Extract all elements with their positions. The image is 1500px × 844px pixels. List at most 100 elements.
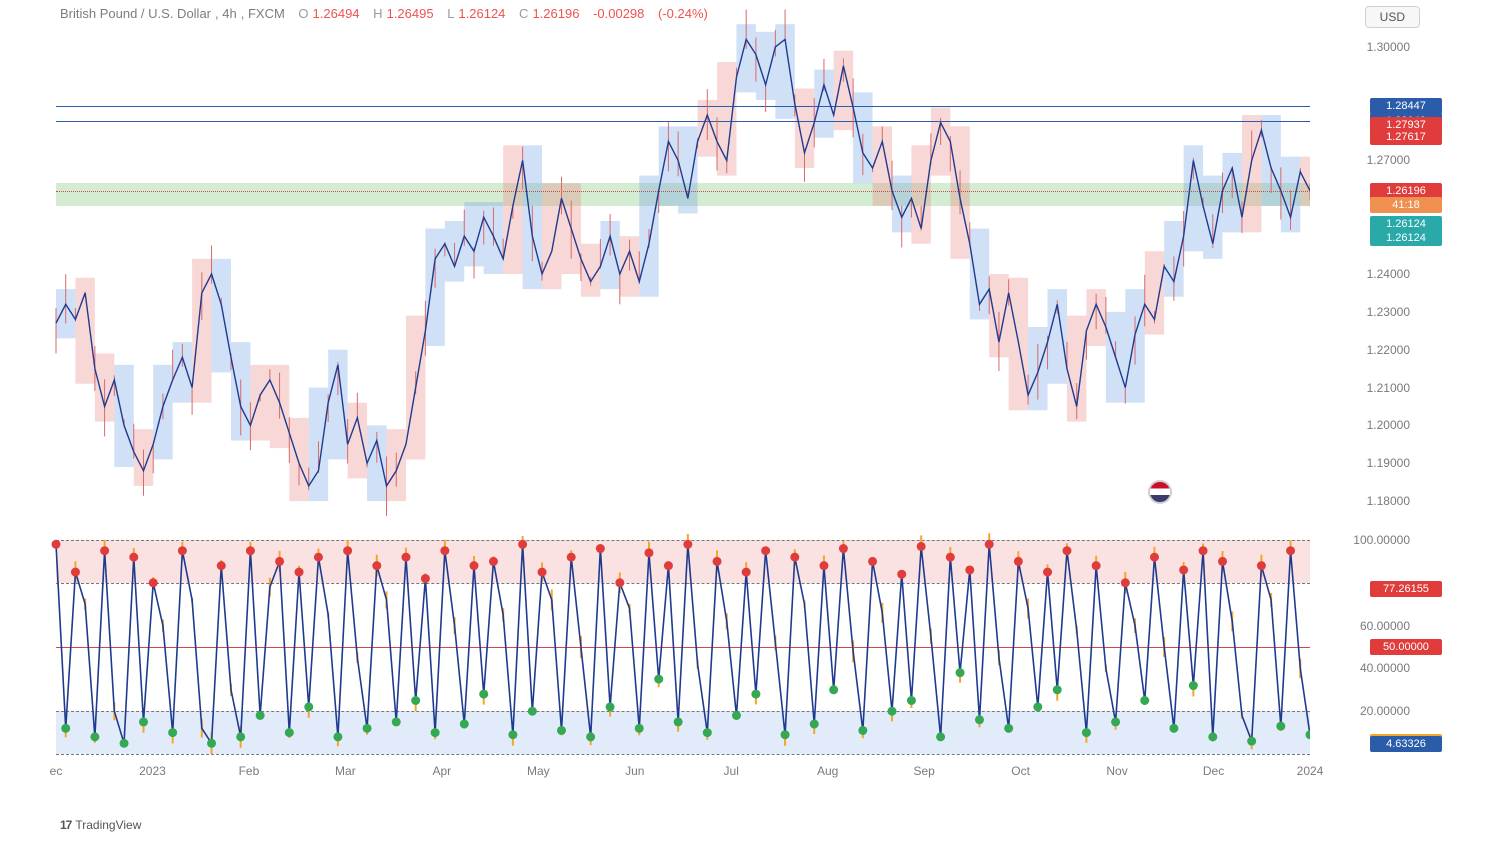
osc-trough-dot (333, 732, 342, 741)
osc-trough-dot (460, 720, 469, 729)
y-tick: 1.20000 (1367, 418, 1410, 432)
y-tick: 1.30000 (1367, 40, 1410, 54)
osc-trough-dot (1247, 737, 1256, 746)
osc-trough-dot (654, 675, 663, 684)
osc-peak-dot (149, 578, 158, 587)
attribution: 17TradingView (60, 818, 141, 832)
osc-peak-dot (275, 557, 284, 566)
osc-ytick: 40.00000 (1360, 661, 1410, 675)
osc-peak-dot (761, 546, 770, 555)
x-tick: Nov (1106, 764, 1127, 778)
osc-peak-dot (246, 546, 255, 555)
osc-trough-dot (363, 724, 372, 733)
time-axis: ec2023FebMarAprMayJunJulAugSepOctNovDec2… (0, 764, 1500, 784)
osc-peak-dot (1150, 553, 1159, 562)
osc-trough-dot (1004, 724, 1013, 733)
y-tick: 1.22000 (1367, 343, 1410, 357)
y-tick: 1.24000 (1367, 267, 1410, 281)
osc-peak-dot (819, 561, 828, 570)
osc-tag: 50.00000 (1370, 639, 1442, 655)
x-tick: Jun (625, 764, 644, 778)
osc-peak-dot (372, 561, 381, 570)
osc-peak-dot (178, 546, 187, 555)
x-tick: Aug (817, 764, 838, 778)
osc-trough-dot (674, 717, 683, 726)
osc-peak-dot (596, 544, 605, 553)
osc-trough-dot (586, 732, 595, 741)
osc-peak-dot (71, 568, 80, 577)
osc-trough-dot (829, 685, 838, 694)
osc-trough-dot (304, 702, 313, 711)
osc-trough-dot (285, 728, 294, 737)
x-tick: ec (50, 764, 63, 778)
osc-peak-dot (742, 568, 751, 577)
osc-peak-dot (1014, 557, 1023, 566)
osc-trough-dot (120, 739, 129, 748)
osc-trough-dot (606, 702, 615, 711)
osc-trough-dot (61, 724, 70, 733)
osc-peak-dot (314, 553, 323, 562)
osc-peak-dot (965, 565, 974, 574)
osc-peak-dot (295, 568, 304, 577)
osc-peak-dot (100, 546, 109, 555)
osc-peak-dot (664, 561, 673, 570)
oscillator-chart[interactable] (0, 0, 1310, 760)
osc-peak-dot (615, 578, 624, 587)
osc-peak-dot (917, 542, 926, 551)
osc-peak-dot (1257, 561, 1266, 570)
osc-peak-dot (1062, 546, 1071, 555)
osc-trough-dot (781, 730, 790, 739)
osc-trough-dot (1140, 696, 1149, 705)
osc-trough-dot (392, 717, 401, 726)
x-tick: Apr (433, 764, 452, 778)
osc-trough-dot (411, 696, 420, 705)
osc-line (56, 544, 1310, 743)
osc-peak-dot (52, 540, 61, 549)
osc-trough-dot (732, 711, 741, 720)
osc-trough-dot (508, 730, 517, 739)
x-tick: Sep (913, 764, 934, 778)
price-tag: 41:18 (1370, 197, 1442, 213)
osc-trough-dot (956, 668, 965, 677)
osc-peak-dot (1092, 561, 1101, 570)
osc-trough-dot (936, 732, 945, 741)
osc-trough-dot (557, 726, 566, 735)
tradingview-icon: 17 (60, 818, 71, 832)
osc-trough-dot (1169, 724, 1178, 733)
osc-trough-dot (1208, 732, 1217, 741)
osc-trough-dot (1111, 717, 1120, 726)
osc-peak-dot (946, 553, 955, 562)
osc-peak-dot (1121, 578, 1130, 587)
osc-peak-dot (518, 540, 527, 549)
osc-trough-dot (1276, 722, 1285, 731)
x-tick: Mar (335, 764, 356, 778)
osc-trough-dot (90, 732, 99, 741)
currency-button[interactable]: USD (1365, 6, 1420, 28)
osc-trough-dot (256, 711, 265, 720)
osc-peak-dot (343, 546, 352, 555)
price-tag: 1.27617 (1370, 129, 1442, 145)
x-tick: Oct (1011, 764, 1030, 778)
osc-peak-dot (440, 546, 449, 555)
x-tick: Jul (724, 764, 739, 778)
osc-trough-dot (528, 707, 537, 716)
osc-ytick: 60.00000 (1360, 619, 1410, 633)
y-tick: 1.19000 (1367, 456, 1410, 470)
osc-peak-dot (790, 553, 799, 562)
osc-trough-dot (1189, 681, 1198, 690)
y-tick: 1.23000 (1367, 305, 1410, 319)
osc-peak-dot (538, 568, 547, 577)
osc-trough-dot (703, 728, 712, 737)
osc-peak-dot (713, 557, 722, 566)
x-tick: Feb (239, 764, 260, 778)
osc-ytick: 20.00000 (1360, 704, 1410, 718)
osc-trough-dot (479, 690, 488, 699)
y-tick: 1.21000 (1367, 381, 1410, 395)
osc-trough-dot (635, 724, 644, 733)
osc-trough-dot (888, 707, 897, 716)
osc-trough-dot (431, 728, 440, 737)
osc-trough-dot (139, 717, 148, 726)
osc-peak-dot (1043, 568, 1052, 577)
osc-peak-dot (129, 553, 138, 562)
x-tick: May (527, 764, 550, 778)
